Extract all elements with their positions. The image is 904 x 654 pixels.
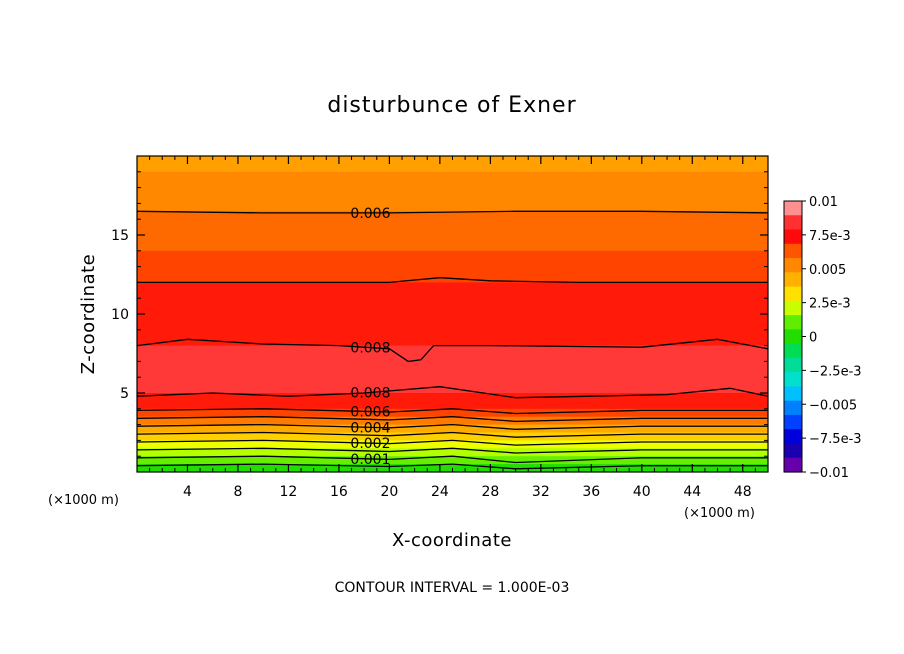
contour-line xyxy=(137,455,768,464)
colorbar-swatch xyxy=(784,357,802,373)
fill-band-z16-19 xyxy=(137,171,768,212)
fill-band-z5-8 xyxy=(137,345,768,394)
contour-label: 0.004 xyxy=(350,420,390,436)
colorbar-label: −0.005 xyxy=(809,398,857,413)
contour-line xyxy=(137,338,768,363)
colorbar: 0.01 7.5e-3 0.005 2.5e-3 0 −2.5e-3 −0.005 −7.5e… xyxy=(783,195,862,481)
fill-band-z12-14 xyxy=(137,250,768,283)
colorbar-label: −0.01 xyxy=(809,466,849,481)
colorbar-label: 2.5e-3 xyxy=(809,297,851,312)
x-unit-left: (×1000 m) xyxy=(48,493,119,508)
colorbar-label: 7.5e-3 xyxy=(809,229,851,244)
x-tick-label: 28 xyxy=(481,484,499,500)
contour-line xyxy=(137,386,768,399)
colorbar-swatch xyxy=(784,201,802,216)
fill-band-z8-12 xyxy=(137,282,768,347)
colorbar-label: 0 xyxy=(809,331,817,346)
contour-interval-note: CONTOUR INTERVAL = 1.000E-03 xyxy=(335,580,570,596)
fill-band-z1-1.5 xyxy=(137,448,768,457)
colorbar-swatch xyxy=(784,400,802,416)
colorbar-swatch xyxy=(784,315,802,330)
x-axis-ticks: 4 8 12 16 20 24 28 32 36 40 44 48 xyxy=(149,156,756,500)
fill-band-z0.5-1 xyxy=(137,456,768,465)
y-tick-label: 10 xyxy=(111,307,129,323)
x-tick-label: 12 xyxy=(280,484,298,500)
colorbar-label: −2.5e-3 xyxy=(809,364,862,379)
x-tick-label: 24 xyxy=(431,484,449,500)
x-tick-label: 40 xyxy=(633,484,651,500)
contour-line xyxy=(137,423,768,430)
y-tick-label: 5 xyxy=(120,386,129,402)
colorbar-swatch xyxy=(784,329,802,345)
contour-line xyxy=(137,439,768,446)
contour-line xyxy=(137,447,768,454)
colorbar-swatch xyxy=(784,429,802,445)
colorbar-swatch xyxy=(784,300,802,316)
colorbar-label: 0.01 xyxy=(809,195,838,210)
contour-line-group xyxy=(137,210,768,470)
fill-band-z3-3.5 xyxy=(137,416,768,426)
contour-label: 0.008 xyxy=(350,385,390,401)
colorbar-swatch xyxy=(784,272,802,288)
contour-fill-group xyxy=(137,156,768,472)
colorbar-swatch xyxy=(784,372,802,388)
fill-band-z2-2.5 xyxy=(137,432,768,441)
x-tick-label: 48 xyxy=(734,484,752,500)
contour-line xyxy=(137,416,768,423)
contour-label: 0.008 xyxy=(350,341,390,357)
y-axis-ticks: 5 10 15 xyxy=(111,171,768,457)
fill-band-z19-20 xyxy=(137,156,768,173)
contour-label: 0.006 xyxy=(350,206,390,222)
contour-line xyxy=(137,210,768,214)
fill-band-z1.5-2 xyxy=(137,440,768,449)
colorbar-swatch xyxy=(784,414,802,430)
x-axis-label: X-coordinate xyxy=(392,530,512,551)
fill-band-z4-5 xyxy=(137,393,768,410)
x-tick-label: 16 xyxy=(330,484,348,500)
x-unit-right: (×1000 m) xyxy=(684,506,755,521)
colorbar-swatch xyxy=(784,258,802,273)
colorbar-swatch xyxy=(784,386,802,402)
fill-band-z2.5-3 xyxy=(137,424,768,433)
chart-title: disturbunce of Exner xyxy=(327,93,576,118)
colorbar-swatch xyxy=(784,229,802,245)
contour-label: 0.001 xyxy=(350,452,390,468)
colorbar-swatch xyxy=(784,243,802,259)
contour-line xyxy=(137,408,768,415)
colorbar-swatch xyxy=(784,457,802,473)
x-tick-label: 4 xyxy=(183,484,192,500)
x-tick-label: 44 xyxy=(683,484,701,500)
contour-label: 0.002 xyxy=(350,436,390,452)
colorbar-swatch xyxy=(784,443,802,459)
fill-band-z3.5-4 xyxy=(137,408,768,418)
y-tick-label: 15 xyxy=(111,228,129,244)
colorbar-label: −7.5e-3 xyxy=(809,432,862,447)
x-tick-label: 32 xyxy=(532,484,550,500)
colorbar-swatch xyxy=(784,343,802,359)
x-tick-label: 20 xyxy=(380,484,398,500)
colorbar-swatch xyxy=(784,215,802,231)
x-tick-label: 36 xyxy=(582,484,600,500)
contour-line xyxy=(137,431,768,438)
fill-band-z14-16 xyxy=(137,211,768,252)
contour-label: 0.006 xyxy=(350,404,390,420)
x-tick-label: 8 xyxy=(233,484,242,500)
colorbar-label: 0.005 xyxy=(809,263,846,278)
contour-line xyxy=(137,277,768,284)
y-axis-label: Z-coordinate xyxy=(78,254,99,375)
colorbar-swatch xyxy=(784,286,802,302)
